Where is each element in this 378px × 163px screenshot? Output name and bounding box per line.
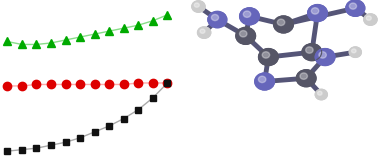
Circle shape (315, 49, 335, 66)
Circle shape (259, 76, 266, 83)
Circle shape (194, 3, 199, 7)
Circle shape (302, 44, 322, 61)
Circle shape (296, 70, 316, 87)
Circle shape (197, 27, 211, 38)
Circle shape (240, 30, 247, 37)
Circle shape (200, 29, 205, 33)
Circle shape (349, 47, 361, 57)
Circle shape (352, 49, 356, 53)
Circle shape (236, 27, 256, 44)
Circle shape (349, 3, 356, 9)
Circle shape (319, 52, 326, 58)
Circle shape (192, 1, 205, 12)
Circle shape (208, 11, 227, 28)
Circle shape (364, 14, 377, 25)
Circle shape (277, 19, 285, 26)
Circle shape (366, 16, 371, 20)
Circle shape (318, 91, 322, 95)
Circle shape (240, 8, 259, 25)
Circle shape (262, 52, 270, 58)
Circle shape (308, 5, 327, 22)
Circle shape (274, 16, 293, 33)
Circle shape (243, 11, 251, 17)
Circle shape (346, 0, 365, 16)
Circle shape (306, 47, 313, 53)
Circle shape (315, 89, 327, 100)
Circle shape (211, 14, 218, 21)
Circle shape (300, 73, 307, 79)
Circle shape (311, 8, 319, 14)
Circle shape (259, 49, 278, 66)
Circle shape (255, 73, 274, 90)
